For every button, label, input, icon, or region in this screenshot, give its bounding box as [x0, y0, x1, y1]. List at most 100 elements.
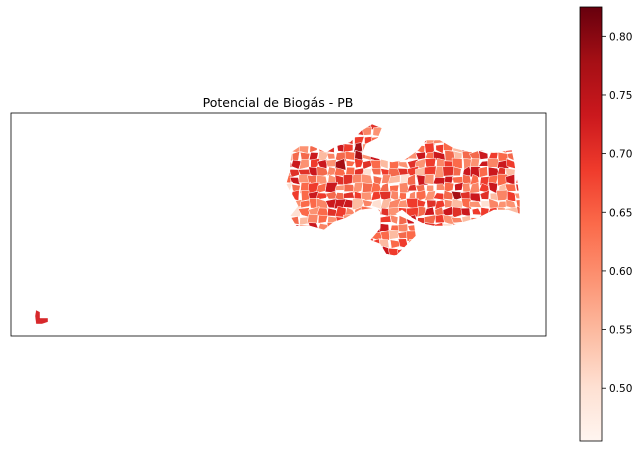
municipality-cell: [397, 199, 409, 208]
municipality-cell: [487, 247, 500, 256]
municipality-cell: [316, 239, 329, 249]
municipality-cell: [469, 200, 482, 208]
municipality-cell: [443, 181, 455, 194]
municipality-cell: [286, 239, 293, 250]
municipality-cell: [525, 166, 536, 177]
municipality-cell: [333, 126, 347, 139]
municipality-cell: [461, 253, 474, 256]
municipality-cell: [514, 124, 520, 130]
municipality-cell: [317, 136, 329, 146]
municipality-cell: [427, 237, 438, 250]
municipality-cell: [316, 126, 330, 136]
municipality-cell: [362, 182, 374, 195]
municipality-cell: [470, 246, 479, 256]
municipality-cell: [286, 124, 293, 130]
municipality-cell: [397, 134, 409, 145]
municipality-cell: [462, 134, 472, 146]
municipality-cell: [480, 223, 489, 231]
municipality-cell: [478, 124, 491, 131]
municipality-cell: [299, 239, 312, 251]
municipality-cell: [478, 125, 491, 137]
municipality-cell: [325, 230, 339, 241]
municipality-cell: [286, 142, 293, 154]
municipality-cell: [469, 230, 481, 239]
municipality-cell: [406, 124, 419, 130]
municipality-cell: [381, 126, 391, 138]
municipality-cell: [379, 223, 390, 232]
municipality-cell: [417, 134, 427, 144]
municipality-cell: [487, 126, 500, 137]
municipality-cell: [344, 127, 354, 137]
municipality-cell: [524, 126, 536, 137]
municipality-cell: [317, 245, 329, 256]
municipality-cell: [424, 222, 437, 233]
municipality-cell: [443, 142, 455, 152]
municipality-cell: [496, 246, 507, 256]
colorbar-tick-label: 0.75: [609, 90, 632, 102]
municipality-cell: [524, 134, 535, 145]
municipality-cell: [524, 142, 535, 153]
municipality-cell: [363, 257, 373, 266]
colorbar-tick-label: 0.80: [609, 31, 632, 43]
municipality-cell: [389, 214, 399, 225]
municipality-cell: [343, 191, 355, 199]
municipality-cell: [396, 248, 410, 256]
municipality-cell: [441, 240, 456, 248]
municipality-cell: [406, 150, 418, 160]
municipality-cell: [443, 127, 455, 138]
municipality-cell: [524, 158, 535, 169]
municipality-cell: [505, 224, 517, 232]
municipality-cell: [324, 135, 337, 146]
municipality-cell: [398, 127, 409, 139]
municipality-cell: [289, 255, 302, 256]
municipality-cell: [326, 143, 335, 153]
municipality-cell: [407, 127, 420, 136]
municipality-cell: [477, 136, 492, 146]
municipality-cell: [390, 135, 399, 146]
municipality-cell: [468, 182, 480, 194]
municipality-cell: [523, 255, 533, 263]
municipality-cell: [390, 256, 400, 265]
municipality-cell: [316, 159, 328, 170]
municipality-cell: [470, 125, 481, 139]
municipality-cell: [434, 230, 446, 242]
municipality-cell: [408, 253, 418, 256]
municipality-cell: [343, 124, 356, 130]
municipality-cell: [478, 238, 492, 250]
municipality-cell: [325, 159, 337, 168]
municipality-cell: [316, 257, 328, 265]
municipality-cell: [306, 213, 319, 225]
municipality-cell: [463, 247, 471, 256]
municipality-cell: [291, 239, 300, 249]
municipality-cell: [297, 248, 309, 256]
municipality-cell: [469, 141, 483, 151]
municipality-cell: [301, 190, 310, 202]
municipality-cell: [478, 230, 492, 242]
municipality-cell: [423, 126, 436, 136]
municipality-cell: [525, 239, 535, 247]
municipality-cell: [379, 152, 391, 159]
municipality-cell: [451, 157, 463, 169]
municipality-cell: [424, 173, 435, 185]
municipality-cell: [452, 246, 464, 256]
municipality-cell: [379, 254, 392, 256]
colorbar-tick-label: 0.70: [609, 149, 632, 161]
municipality-cell: [496, 125, 506, 138]
municipality-cell: [442, 230, 456, 242]
municipality-cell: [433, 238, 443, 247]
municipality-cell: [443, 124, 455, 128]
municipality-cell: [460, 127, 473, 138]
municipality-cell: [524, 198, 535, 208]
municipality-cell: [290, 231, 302, 242]
municipality-cell: [286, 229, 290, 240]
municipality-cell: [289, 134, 301, 146]
municipality-cell: [469, 173, 480, 186]
municipality-cell: [497, 173, 509, 187]
municipality-cell: [307, 247, 320, 256]
municipality-cell: [389, 128, 401, 138]
municipality-cell: [471, 207, 483, 216]
municipality-cell: [469, 124, 483, 130]
municipality-cell: [517, 125, 520, 137]
municipality-cell: [505, 158, 516, 169]
municipality-cell: [516, 168, 520, 178]
